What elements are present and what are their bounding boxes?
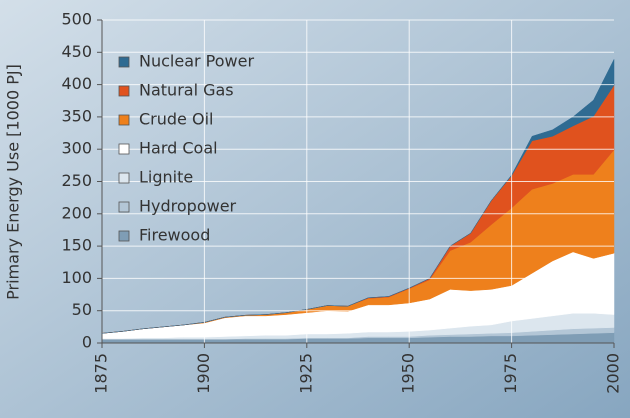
x-tick-label: 1925	[296, 353, 315, 394]
x-tick-label: 1950	[399, 353, 418, 394]
x-tick-label: 2000	[604, 353, 623, 394]
x-tick-label: 1975	[501, 353, 520, 394]
legend-label: Firewood	[139, 226, 210, 245]
legend-label: Lignite	[139, 168, 193, 187]
legend-label: Natural Gas	[139, 81, 234, 100]
legend-swatch	[118, 114, 130, 126]
y-axis-label: Primary Energy Use [1000 PJ]	[4, 64, 23, 300]
legend-swatch	[118, 85, 130, 97]
y-tick-label: 350	[61, 106, 92, 125]
legend-label: Crude Oil	[139, 110, 213, 129]
legend-label: Hard Coal	[139, 139, 218, 158]
y-tick-label: 0	[82, 333, 92, 352]
y-tick-label: 500	[61, 10, 92, 29]
legend-swatch	[118, 172, 130, 184]
y-tick-label: 50	[72, 300, 92, 319]
y-tick-label: 300	[61, 139, 92, 158]
y-tick-label: 450	[61, 42, 92, 61]
x-tick-label: 1875	[92, 353, 111, 394]
legend-swatch	[118, 230, 130, 242]
legend-swatch	[118, 143, 130, 155]
area	[101, 59, 615, 334]
legend-swatch	[118, 201, 130, 213]
y-tick-label: 100	[61, 268, 92, 287]
y-tick-label: 200	[61, 203, 92, 222]
legend-swatch	[118, 56, 130, 68]
y-tick-label: 400	[61, 74, 92, 93]
y-tick-label: 250	[61, 171, 92, 190]
y-tick-label: 150	[61, 236, 92, 255]
x-tick-label: 1900	[194, 353, 213, 394]
legend-label: Nuclear Power	[139, 52, 254, 71]
legend-label: Hydropower	[139, 197, 237, 216]
